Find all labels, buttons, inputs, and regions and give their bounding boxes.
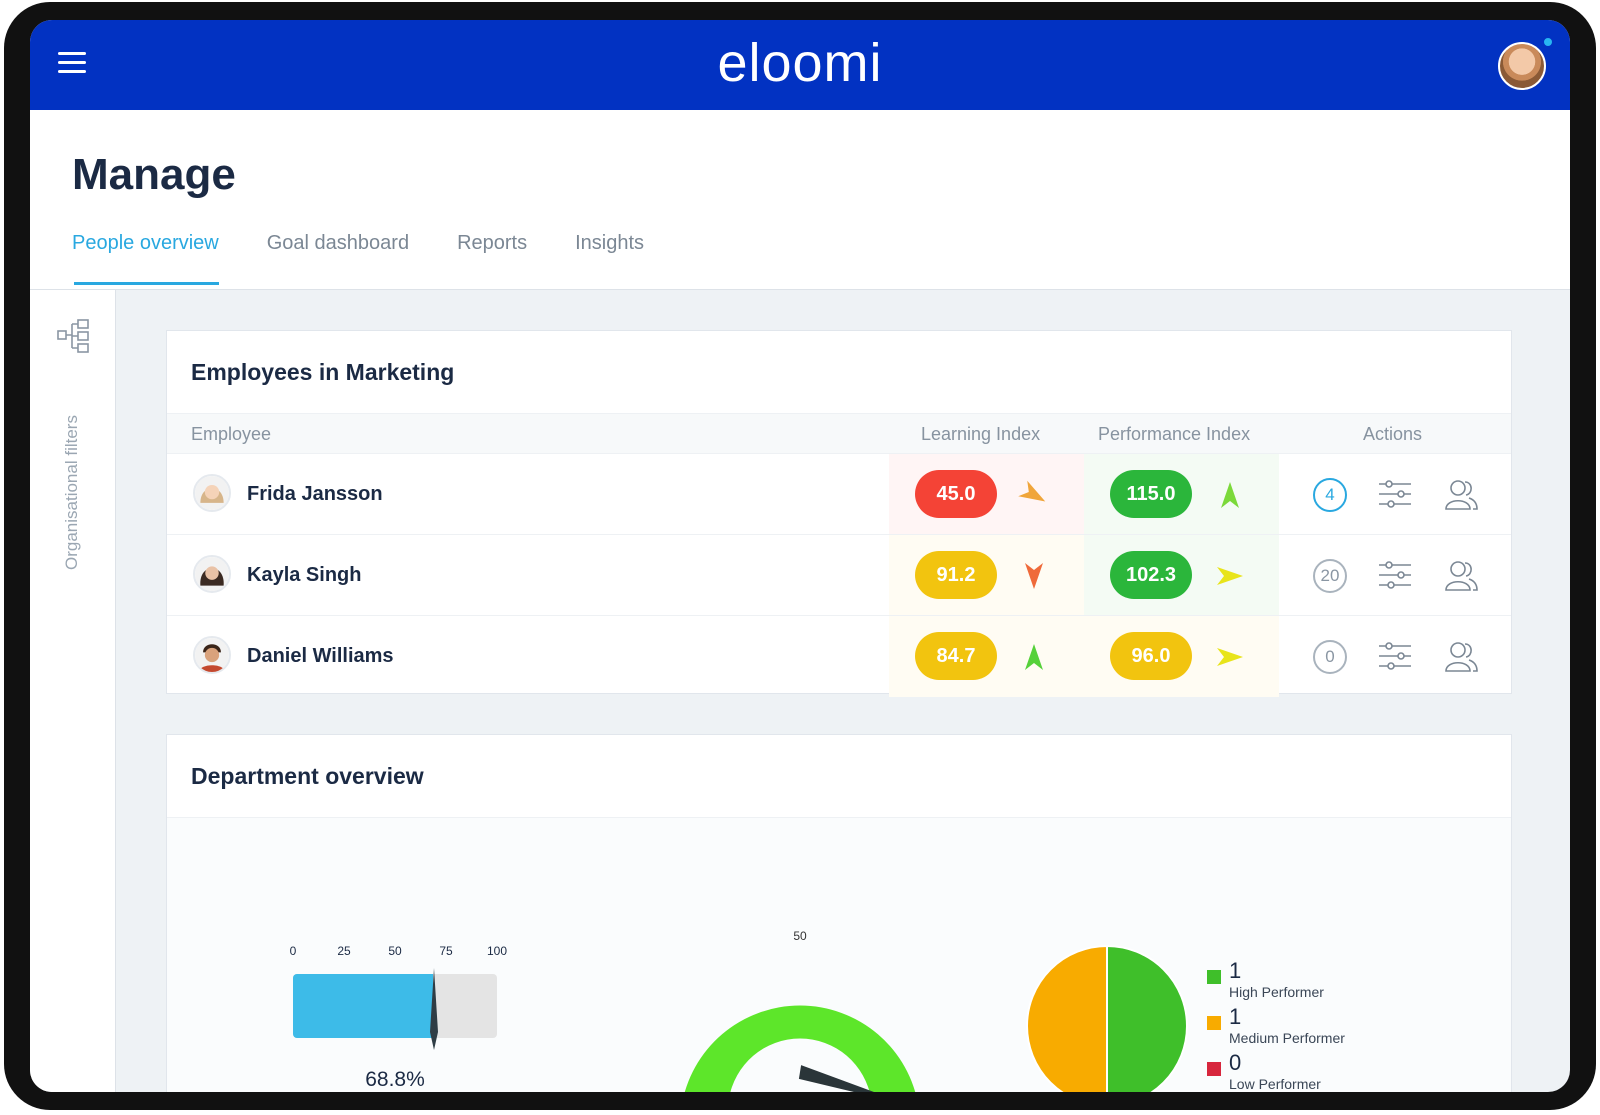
trend-arrow-icon	[1217, 648, 1243, 666]
action-count-badge[interactable]: 0	[1313, 640, 1347, 674]
organisational-filters-label[interactable]: Organisational filters	[62, 415, 81, 570]
learning-index-badge: 45.0	[915, 470, 997, 518]
speed-gauge-arc	[684, 1005, 916, 1092]
bar-gauge-tick: 75	[439, 944, 453, 958]
speed-gauge: 50 0 100 105	[684, 929, 916, 1092]
tablet-frame: eloomi Manage People overview Goal dashb…	[4, 2, 1596, 1110]
pie-legend: 1 High Performer 1 Medium Performer 0 Lo…	[1207, 958, 1377, 1092]
app-screen: eloomi Manage People overview Goal dashb…	[30, 20, 1570, 1092]
tab-reports[interactable]: Reports	[457, 232, 528, 254]
action-count-badge[interactable]: 20	[1313, 559, 1347, 593]
sliders-icon[interactable]	[1377, 638, 1413, 674]
column-performance-index[interactable]: Performance Index	[1098, 424, 1251, 444]
legend-swatch	[1207, 1016, 1221, 1030]
performer-pie-chart	[1026, 944, 1188, 1092]
hamburger-menu-icon[interactable]	[58, 52, 86, 76]
legend-count: 1	[1229, 958, 1242, 983]
user-profile-icon[interactable]	[1443, 638, 1479, 674]
bar-gauge-tick: 0	[289, 944, 297, 958]
user-avatar[interactable]	[1498, 42, 1546, 90]
tab-people-overview[interactable]: People overview	[72, 232, 219, 285]
speed-gauge-mid-label: 50	[793, 929, 807, 943]
bar-gauge-ticks: 0 25 50 75 100	[289, 944, 507, 964]
legend-count: 0	[1229, 1050, 1242, 1075]
sliders-icon[interactable]	[1377, 557, 1413, 593]
bar-gauge-tick: 100	[486, 944, 508, 958]
employees-card: Employees in Marketing Employee Learning…	[166, 330, 1512, 697]
filter-sidebar: Organisational filters	[30, 290, 116, 1092]
learning-index-badge: 91.2	[915, 551, 997, 599]
pie-slice-high[interactable]	[1106, 944, 1188, 1092]
trend-arrow-icon	[1221, 482, 1239, 508]
column-actions: Actions	[1363, 424, 1423, 444]
page-header: Manage People overview Goal dashboard Re…	[30, 110, 1570, 290]
table-row[interactable]: Kayla Singh 91.2 102.3 20	[167, 534, 1511, 616]
trend-arrow-icon	[1025, 563, 1043, 589]
trend-arrow-icon	[1217, 567, 1243, 585]
legend-swatch	[1207, 1062, 1221, 1076]
avatar[interactable]	[193, 636, 231, 674]
bar-gauge-value: 68.8%	[365, 1068, 425, 1091]
bar-gauge-needle	[429, 968, 438, 1050]
user-profile-icon[interactable]	[1443, 557, 1479, 593]
performance-index-badge: 102.3	[1110, 551, 1192, 599]
top-bar: eloomi	[30, 20, 1570, 110]
tab-bar: People overview Goal dashboard Reports I…	[72, 232, 692, 285]
bar-gauge-fill	[293, 974, 434, 1038]
legend-label: Low Performer	[1229, 1076, 1321, 1092]
department-card: Department overview 0 25 50 75 100 68.8%	[166, 734, 1512, 1092]
table-row[interactable]: Frida Jansson 45.0 115.0 4	[167, 453, 1511, 535]
legend-count: 1	[1229, 1004, 1242, 1029]
legend-item-high[interactable]: 1 High Performer	[1207, 958, 1377, 1008]
employee-name[interactable]: Kayla Singh	[247, 564, 362, 586]
bar-gauge-track	[293, 974, 497, 1038]
action-count-badge[interactable]: 4	[1313, 478, 1347, 512]
employee-name[interactable]: Frida Jansson	[247, 483, 383, 505]
legend-label: High Performer	[1229, 984, 1324, 1000]
trend-arrow-icon	[1018, 480, 1046, 502]
avatar[interactable]	[193, 555, 231, 593]
legend-label: Medium Performer	[1229, 1030, 1345, 1046]
sliders-icon[interactable]	[1377, 476, 1413, 512]
notification-dot-icon	[1542, 36, 1554, 48]
avatar[interactable]	[193, 474, 231, 512]
page-title: Manage	[72, 150, 236, 199]
employee-name[interactable]: Daniel Williams	[247, 645, 394, 667]
org-chart-icon[interactable]	[56, 318, 92, 354]
bar-gauge-tick: 50	[388, 944, 402, 958]
table-row[interactable]: Daniel Williams 84.7 96.0 0	[167, 615, 1511, 697]
department-card-title: Department overview	[191, 763, 424, 789]
pie-slice-medium[interactable]	[1026, 944, 1108, 1092]
user-profile-icon[interactable]	[1443, 476, 1479, 512]
legend-item-medium[interactable]: 1 Medium Performer	[1207, 1004, 1377, 1054]
performance-index-badge: 115.0	[1110, 470, 1192, 518]
employees-card-title: Employees in Marketing	[191, 359, 455, 385]
tab-insights[interactable]: Insights	[575, 232, 645, 254]
table-header: Employee Learning Index Performance Inde…	[167, 413, 1511, 453]
learning-index-badge: 84.7	[915, 632, 997, 680]
app-logo: eloomi	[717, 33, 883, 93]
trend-arrow-icon	[1025, 644, 1043, 670]
speed-gauge-needle	[798, 1065, 874, 1092]
performance-index-badge: 96.0	[1110, 632, 1192, 680]
legend-swatch	[1207, 970, 1221, 984]
tab-goal-dashboard[interactable]: Goal dashboard	[266, 232, 410, 254]
legend-item-low[interactable]: 0 Low Performer	[1207, 1050, 1377, 1092]
bar-gauge-tick: 25	[337, 944, 351, 958]
column-employee[interactable]: Employee	[191, 424, 272, 444]
column-learning-index[interactable]: Learning Index	[921, 424, 1041, 444]
department-charts: 0 25 50 75 100 68.8% 50	[167, 817, 1511, 1092]
